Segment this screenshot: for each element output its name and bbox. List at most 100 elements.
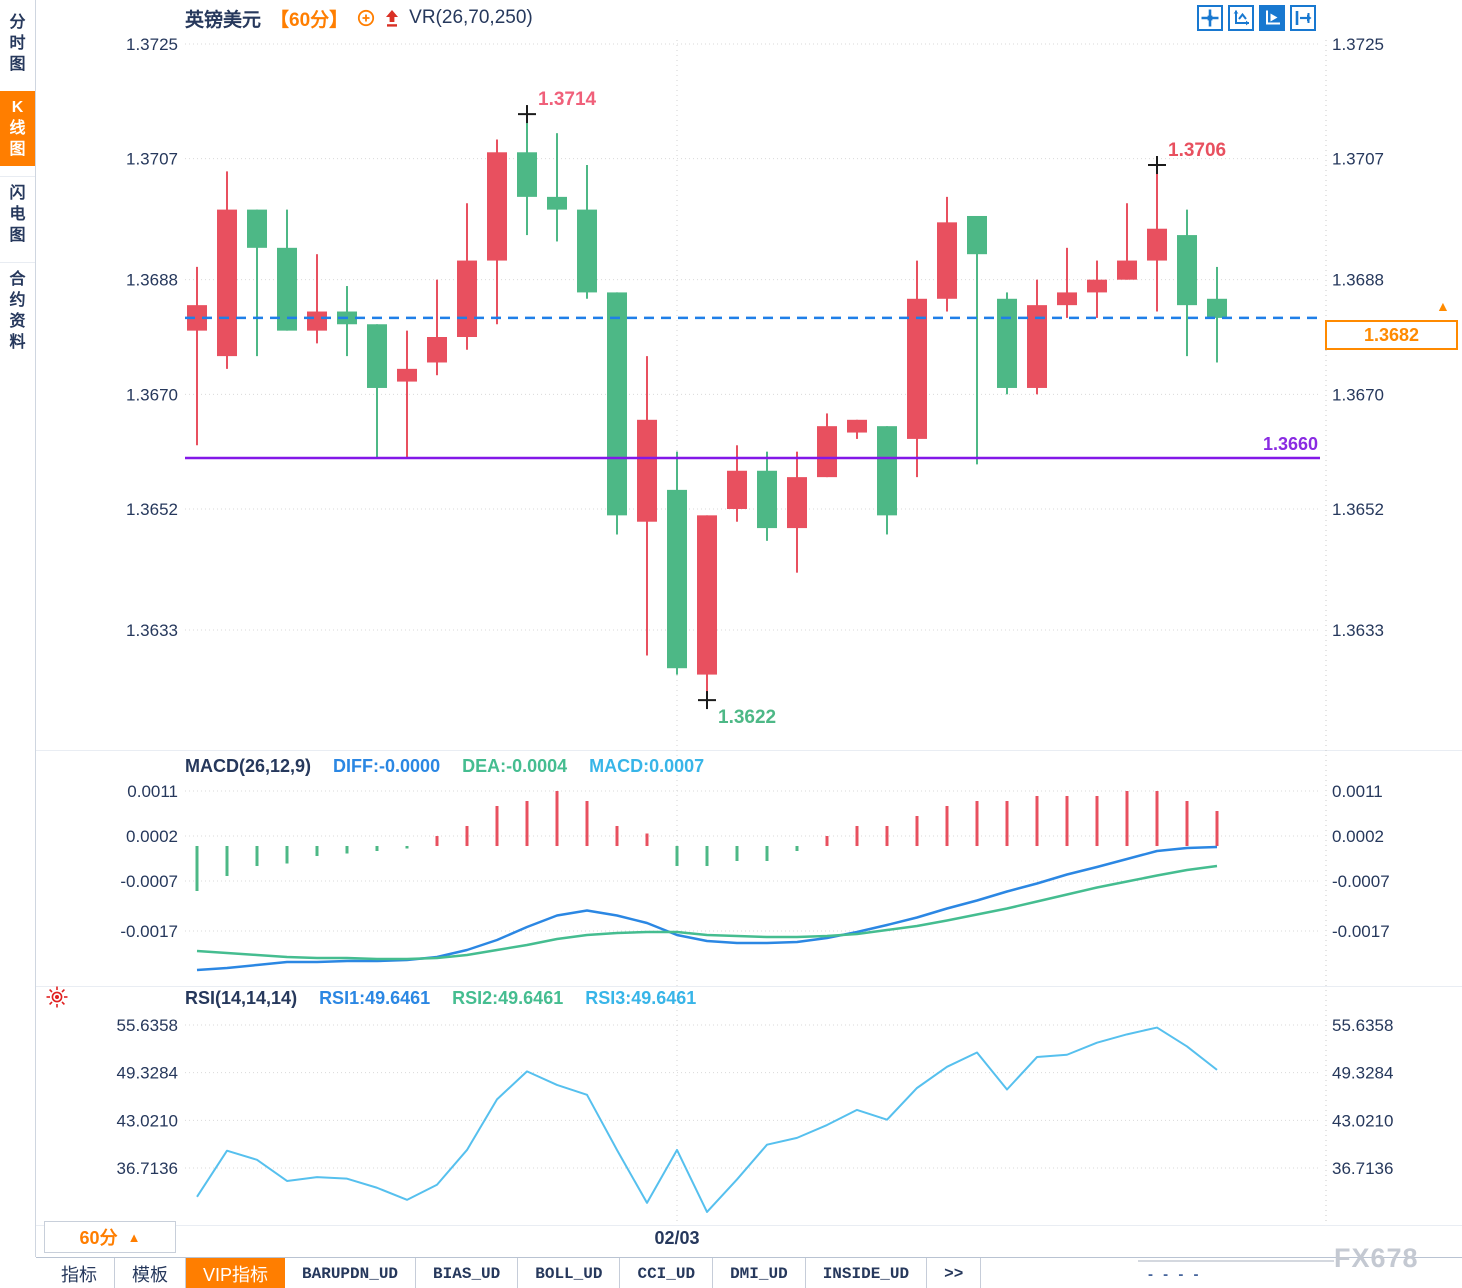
- main-axis-label-left: 1.3725: [126, 35, 178, 54]
- tab-指标[interactable]: 指标: [44, 1258, 115, 1288]
- chart-header: 英镑美元 【60分】 VR(26,70,250): [185, 4, 533, 32]
- sidebar-item-合约资料[interactable]: 合约资料: [0, 262, 35, 359]
- rsi-axis-label-left: 49.3284: [117, 1064, 178, 1083]
- candle-body: [217, 209, 237, 357]
- tab-BOLL_UD[interactable]: BOLL_UD: [518, 1258, 621, 1288]
- interval-badge[interactable]: 【60分】: [270, 9, 349, 31]
- minimized-tabs-dashes: - - - -: [1148, 1266, 1202, 1283]
- main-axis-label-right: 1.3707: [1332, 150, 1384, 169]
- tab-VIP指标[interactable]: VIP指标: [186, 1258, 286, 1288]
- rsi3-value: RSI3:49.6461: [585, 988, 697, 1008]
- macd-axis-label-right: 0.0011: [1332, 782, 1383, 801]
- candle-body: [307, 311, 327, 331]
- macd-dea-value: DEA:-0.0004: [462, 756, 568, 776]
- watermark-line: [1138, 1260, 1334, 1262]
- rsi-axis-label-right: 36.7136: [1332, 1159, 1393, 1178]
- candle-body: [187, 305, 207, 331]
- macd-axis-label-left: -0.0017: [120, 922, 178, 941]
- symbol-title: 英镑美元: [185, 9, 262, 31]
- rsi-title[interactable]: RSI(14,14,14): [185, 988, 298, 1008]
- main-axis-label-left: 1.3688: [126, 271, 178, 290]
- sidebar-item-闪电图[interactable]: 闪电图: [0, 176, 35, 252]
- main-axis-label-right: 1.3652: [1332, 500, 1384, 519]
- macd-axis-label-right: -0.0017: [1332, 922, 1390, 941]
- rsi-header: RSI(14,14,14) RSI1:49.6461 RSI2:49.6461 …: [185, 988, 696, 1009]
- candle-body: [487, 152, 507, 261]
- tab-模板[interactable]: 模板: [115, 1258, 186, 1288]
- candle-body: [1027, 305, 1047, 388]
- macd-title[interactable]: MACD(26,12,9): [185, 756, 312, 776]
- pan-crosshair-icon[interactable]: [1197, 5, 1223, 31]
- extreme-price-label: 1.3706: [1168, 140, 1226, 161]
- macd-header: MACD(26,12,9) DIFF:-0.0000 DEA:-0.0004 M…: [185, 756, 704, 777]
- tab-CCI_UD[interactable]: CCI_UD: [620, 1258, 714, 1288]
- rsi1-value: RSI1:49.6461: [319, 988, 431, 1008]
- axis-play-active-icon[interactable]: [1259, 5, 1285, 31]
- alert-sun-icon[interactable]: [46, 986, 68, 1008]
- macd-hist-value: MACD:0.0007: [589, 756, 705, 776]
- candle-body: [847, 419, 867, 433]
- price-direction-arrow-icon: ▲: [1436, 298, 1450, 314]
- extreme-price-label: 1.3622: [718, 707, 776, 728]
- candle-body: [1057, 292, 1077, 306]
- fx678-watermark: FX678: [1334, 1243, 1419, 1273]
- candle-body: [1177, 235, 1197, 306]
- rsi-axis-label-right: 43.0210: [1332, 1111, 1393, 1130]
- candle-body: [1147, 228, 1167, 261]
- main-axis-label-left: 1.3633: [126, 621, 178, 640]
- candle-body: [547, 196, 567, 210]
- candle-body: [1117, 260, 1137, 280]
- main-axis-label-right: 1.3633: [1332, 621, 1384, 640]
- candle-body: [727, 470, 747, 509]
- add-indicator-icon[interactable]: [357, 9, 375, 27]
- rsi2-value: RSI2:49.6461: [452, 988, 564, 1008]
- candle-body: [697, 515, 717, 675]
- main-axis-label-left: 1.3707: [126, 150, 178, 169]
- candle-body: [517, 152, 537, 197]
- candle-body: [1207, 298, 1227, 318]
- collapse-panel-icon[interactable]: [1290, 5, 1316, 31]
- up-arrow-icon: [384, 9, 400, 28]
- indicator-tabbar: 指标 模板 VIP指标 BARUPDN_UD BIAS_UD BOLL_UD CCI_UD D…: [36, 1257, 1462, 1288]
- candle-body: [817, 426, 837, 478]
- candle-body: [757, 470, 777, 529]
- tab->>[interactable]: >>: [927, 1258, 982, 1288]
- tab-BARUPDN_UD[interactable]: BARUPDN_UD: [285, 1258, 417, 1288]
- candles-group[interactable]: [187, 114, 1227, 701]
- candle-body: [667, 489, 687, 669]
- candle-body: [967, 215, 987, 255]
- candle-body: [907, 298, 927, 439]
- macd-diff-line: [196, 845, 1218, 972]
- axis-zoom-icon[interactable]: [1228, 5, 1254, 31]
- main-axis-label-right: 1.3670: [1332, 385, 1384, 404]
- main-axis-label-left: 1.3670: [126, 385, 178, 404]
- candle-body: [277, 247, 297, 331]
- rsi-line: [196, 1026, 1218, 1213]
- macd-axis-label-left: 0.0002: [126, 827, 178, 846]
- candle-body: [1087, 279, 1107, 293]
- macd-axis-label-right: -0.0007: [1332, 872, 1390, 891]
- rsi-axis-label-right: 55.6358: [1332, 1016, 1393, 1035]
- sidebar-item-分时图[interactable]: 分时图: [9, 14, 26, 73]
- candle-body: [397, 368, 417, 382]
- macd-dea-line: [196, 864, 1218, 961]
- rsi-axis-label-left: 36.7136: [117, 1159, 178, 1178]
- tab-INSIDE_UD[interactable]: INSIDE_UD: [806, 1258, 928, 1288]
- macd-axis-label-left: 0.0011: [127, 782, 178, 801]
- period-selector[interactable]: 60分 ▲: [44, 1221, 176, 1253]
- candle-body: [787, 477, 807, 529]
- main-axis-label-left: 1.3652: [126, 500, 178, 519]
- tab-DMI_UD[interactable]: DMI_UD: [713, 1258, 806, 1288]
- tab-BIAS_UD[interactable]: BIAS_UD: [416, 1258, 519, 1288]
- candle-body: [427, 337, 447, 363]
- rsi-axis-label-left: 43.0210: [117, 1111, 178, 1130]
- candle-body: [367, 324, 387, 388]
- period-arrow-icon: ▲: [127, 1229, 141, 1245]
- x-axis-date-label: 02/03: [654, 1228, 700, 1248]
- candle-body: [607, 292, 627, 516]
- candle-body: [937, 222, 957, 299]
